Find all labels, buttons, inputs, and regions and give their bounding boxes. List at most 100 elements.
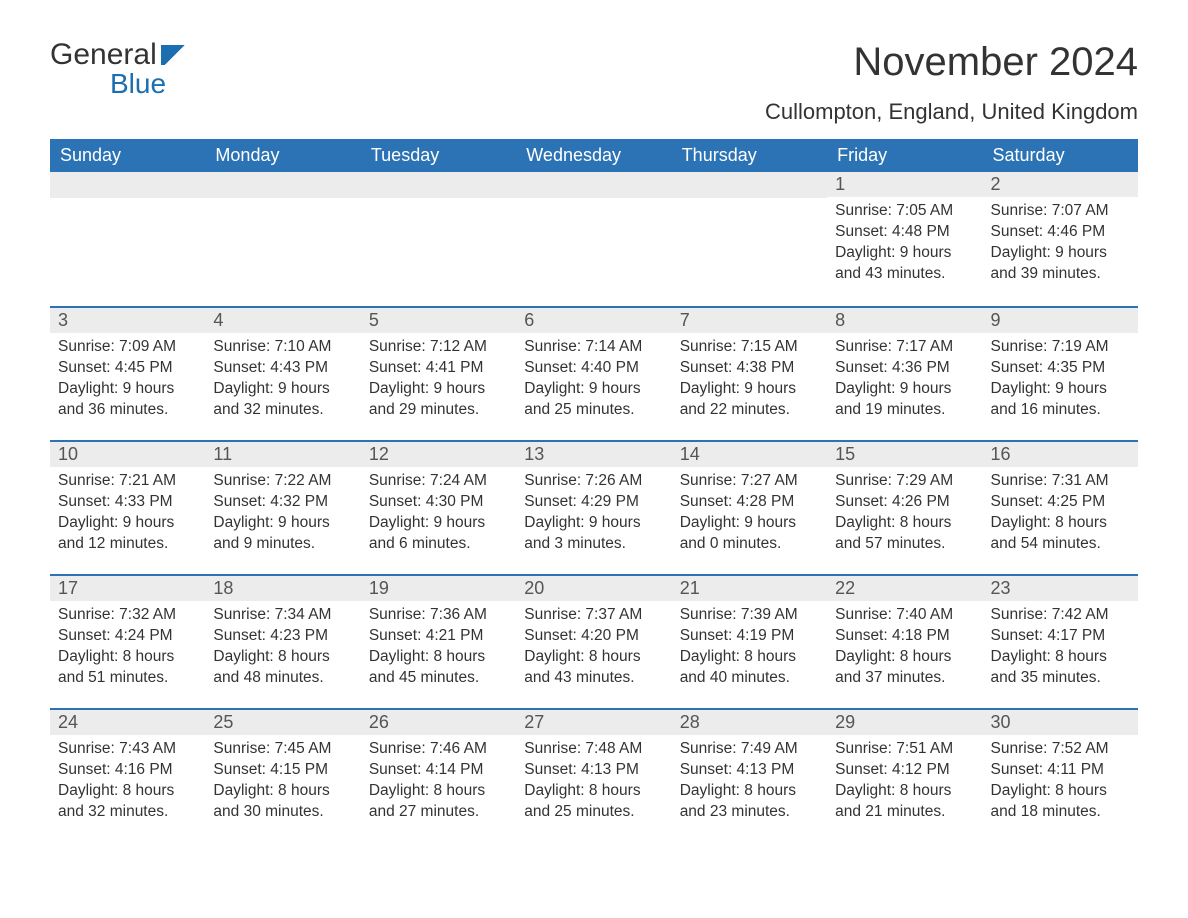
day-detail: Sunrise: 7:49 AMSunset: 4:13 PMDaylight:…	[672, 735, 827, 827]
calendar-cell: 18Sunrise: 7:34 AMSunset: 4:23 PMDayligh…	[205, 574, 360, 708]
calendar-table: SundayMondayTuesdayWednesdayThursdayFrid…	[50, 139, 1138, 842]
daylight-line: Daylight: 9 hours and 0 minutes.	[680, 513, 819, 555]
sunset-line: Sunset: 4:32 PM	[213, 492, 352, 513]
day-detail: Sunrise: 7:51 AMSunset: 4:12 PMDaylight:…	[827, 735, 982, 827]
sunrise-line: Sunrise: 7:21 AM	[58, 471, 197, 492]
day-detail: Sunrise: 7:48 AMSunset: 4:13 PMDaylight:…	[516, 735, 671, 827]
weekday-header: Tuesday	[361, 139, 516, 172]
day-number: 30	[983, 708, 1138, 735]
daylight-line: Daylight: 9 hours and 43 minutes.	[835, 243, 974, 285]
calendar-cell: 16Sunrise: 7:31 AMSunset: 4:25 PMDayligh…	[983, 440, 1138, 574]
day-detail: Sunrise: 7:27 AMSunset: 4:28 PMDaylight:…	[672, 467, 827, 559]
calendar-cell: 2Sunrise: 7:07 AMSunset: 4:46 PMDaylight…	[983, 172, 1138, 306]
sunset-line: Sunset: 4:21 PM	[369, 626, 508, 647]
calendar-cell	[672, 172, 827, 306]
day-detail: Sunrise: 7:39 AMSunset: 4:19 PMDaylight:…	[672, 601, 827, 693]
day-detail: Sunrise: 7:46 AMSunset: 4:14 PMDaylight:…	[361, 735, 516, 827]
calendar-cell: 7Sunrise: 7:15 AMSunset: 4:38 PMDaylight…	[672, 306, 827, 440]
day-detail: Sunrise: 7:24 AMSunset: 4:30 PMDaylight:…	[361, 467, 516, 559]
day-number: 25	[205, 708, 360, 735]
calendar-cell: 24Sunrise: 7:43 AMSunset: 4:16 PMDayligh…	[50, 708, 205, 842]
sunrise-line: Sunrise: 7:42 AM	[991, 605, 1130, 626]
sunrise-line: Sunrise: 7:39 AM	[680, 605, 819, 626]
daylight-line: Daylight: 8 hours and 23 minutes.	[680, 781, 819, 823]
sunrise-line: Sunrise: 7:14 AM	[524, 337, 663, 358]
daylight-line: Daylight: 9 hours and 12 minutes.	[58, 513, 197, 555]
sunset-line: Sunset: 4:20 PM	[524, 626, 663, 647]
sunset-line: Sunset: 4:45 PM	[58, 358, 197, 379]
day-detail: Sunrise: 7:52 AMSunset: 4:11 PMDaylight:…	[983, 735, 1138, 827]
calendar-cell: 4Sunrise: 7:10 AMSunset: 4:43 PMDaylight…	[205, 306, 360, 440]
calendar-cell: 11Sunrise: 7:22 AMSunset: 4:32 PMDayligh…	[205, 440, 360, 574]
day-number: 27	[516, 708, 671, 735]
daylight-line: Daylight: 8 hours and 57 minutes.	[835, 513, 974, 555]
brand-logo: General Blue	[50, 40, 189, 98]
sunrise-line: Sunrise: 7:46 AM	[369, 739, 508, 760]
sunrise-line: Sunrise: 7:45 AM	[213, 739, 352, 760]
sunrise-line: Sunrise: 7:09 AM	[58, 337, 197, 358]
calendar-cell: 14Sunrise: 7:27 AMSunset: 4:28 PMDayligh…	[672, 440, 827, 574]
calendar-cell: 9Sunrise: 7:19 AMSunset: 4:35 PMDaylight…	[983, 306, 1138, 440]
weekday-header: Friday	[827, 139, 982, 172]
day-detail: Sunrise: 7:10 AMSunset: 4:43 PMDaylight:…	[205, 333, 360, 425]
daylight-line: Daylight: 8 hours and 27 minutes.	[369, 781, 508, 823]
sunrise-line: Sunrise: 7:07 AM	[991, 201, 1130, 222]
sunset-line: Sunset: 4:48 PM	[835, 222, 974, 243]
page-header: General Blue November 2024 Cullompton, E…	[50, 40, 1138, 135]
page-subtitle: Cullompton, England, United Kingdom	[765, 99, 1138, 125]
sunset-line: Sunset: 4:13 PM	[524, 760, 663, 781]
daylight-line: Daylight: 9 hours and 6 minutes.	[369, 513, 508, 555]
daylight-line: Daylight: 9 hours and 29 minutes.	[369, 379, 508, 421]
sunrise-line: Sunrise: 7:17 AM	[835, 337, 974, 358]
day-number: 15	[827, 440, 982, 467]
day-detail: Sunrise: 7:07 AMSunset: 4:46 PMDaylight:…	[983, 197, 1138, 289]
sunset-line: Sunset: 4:19 PM	[680, 626, 819, 647]
calendar-cell: 21Sunrise: 7:39 AMSunset: 4:19 PMDayligh…	[672, 574, 827, 708]
sunrise-line: Sunrise: 7:12 AM	[369, 337, 508, 358]
sunrise-line: Sunrise: 7:05 AM	[835, 201, 974, 222]
day-number: 3	[50, 306, 205, 333]
sunset-line: Sunset: 4:40 PM	[524, 358, 663, 379]
sunset-line: Sunset: 4:13 PM	[680, 760, 819, 781]
calendar-cell: 17Sunrise: 7:32 AMSunset: 4:24 PMDayligh…	[50, 574, 205, 708]
sunset-line: Sunset: 4:30 PM	[369, 492, 508, 513]
calendar-cell: 12Sunrise: 7:24 AMSunset: 4:30 PMDayligh…	[361, 440, 516, 574]
title-block: November 2024 Cullompton, England, Unite…	[765, 40, 1138, 135]
calendar-cell: 6Sunrise: 7:14 AMSunset: 4:40 PMDaylight…	[516, 306, 671, 440]
day-detail: Sunrise: 7:19 AMSunset: 4:35 PMDaylight:…	[983, 333, 1138, 425]
daylight-line: Daylight: 8 hours and 51 minutes.	[58, 647, 197, 689]
sunset-line: Sunset: 4:33 PM	[58, 492, 197, 513]
day-detail: Sunrise: 7:17 AMSunset: 4:36 PMDaylight:…	[827, 333, 982, 425]
calendar-cell: 13Sunrise: 7:26 AMSunset: 4:29 PMDayligh…	[516, 440, 671, 574]
day-detail: Sunrise: 7:05 AMSunset: 4:48 PMDaylight:…	[827, 197, 982, 289]
calendar-cell	[516, 172, 671, 306]
sunrise-line: Sunrise: 7:29 AM	[835, 471, 974, 492]
daylight-line: Daylight: 8 hours and 40 minutes.	[680, 647, 819, 689]
daylight-line: Daylight: 8 hours and 21 minutes.	[835, 781, 974, 823]
sunset-line: Sunset: 4:41 PM	[369, 358, 508, 379]
calendar-cell	[50, 172, 205, 306]
calendar-cell: 30Sunrise: 7:52 AMSunset: 4:11 PMDayligh…	[983, 708, 1138, 842]
day-detail: Sunrise: 7:21 AMSunset: 4:33 PMDaylight:…	[50, 467, 205, 559]
calendar-cell: 25Sunrise: 7:45 AMSunset: 4:15 PMDayligh…	[205, 708, 360, 842]
sunset-line: Sunset: 4:17 PM	[991, 626, 1130, 647]
calendar-header-row: SundayMondayTuesdayWednesdayThursdayFrid…	[50, 139, 1138, 172]
day-number: 11	[205, 440, 360, 467]
day-number: 2	[983, 172, 1138, 197]
sunrise-line: Sunrise: 7:51 AM	[835, 739, 974, 760]
empty-day-bar	[516, 172, 671, 198]
day-detail: Sunrise: 7:45 AMSunset: 4:15 PMDaylight:…	[205, 735, 360, 827]
daylight-line: Daylight: 8 hours and 45 minutes.	[369, 647, 508, 689]
day-detail: Sunrise: 7:43 AMSunset: 4:16 PMDaylight:…	[50, 735, 205, 827]
calendar-body: 1Sunrise: 7:05 AMSunset: 4:48 PMDaylight…	[50, 172, 1138, 842]
day-number: 13	[516, 440, 671, 467]
daylight-line: Daylight: 9 hours and 32 minutes.	[213, 379, 352, 421]
day-detail: Sunrise: 7:37 AMSunset: 4:20 PMDaylight:…	[516, 601, 671, 693]
sunset-line: Sunset: 4:35 PM	[991, 358, 1130, 379]
empty-day-bar	[672, 172, 827, 198]
day-number: 6	[516, 306, 671, 333]
sunrise-line: Sunrise: 7:26 AM	[524, 471, 663, 492]
daylight-line: Daylight: 8 hours and 35 minutes.	[991, 647, 1130, 689]
calendar-cell: 29Sunrise: 7:51 AMSunset: 4:12 PMDayligh…	[827, 708, 982, 842]
weekday-header: Thursday	[672, 139, 827, 172]
